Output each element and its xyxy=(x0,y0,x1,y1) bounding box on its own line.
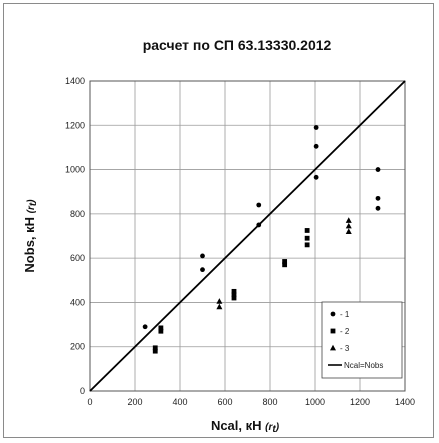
data-point-square xyxy=(152,345,158,351)
data-point-circle xyxy=(375,205,381,211)
data-point-circle xyxy=(313,174,319,180)
plot-border xyxy=(89,80,406,392)
x-tick-label: 1200 xyxy=(350,397,370,407)
y-tick-label: 0 xyxy=(80,386,85,396)
legend-symbol-triangle xyxy=(330,344,336,351)
data-point-triangle xyxy=(345,222,352,229)
data-point-circle xyxy=(256,202,262,208)
legend-label: Ncal=Nobs xyxy=(344,361,383,370)
x-tick-label: 1000 xyxy=(305,397,325,407)
legend-label: - 2 xyxy=(340,327,350,336)
legend-symbol-square xyxy=(330,328,336,334)
x-tick-label: 1400 xyxy=(395,397,415,407)
y-tick-label: 400 xyxy=(70,297,85,307)
legend-label: - 3 xyxy=(340,344,350,353)
x-tick-label: 800 xyxy=(262,397,277,407)
data-point-square xyxy=(304,242,310,248)
data-point-circle xyxy=(375,195,381,201)
x-tick-label: 200 xyxy=(127,397,142,407)
y-tick-label: 1200 xyxy=(65,120,85,130)
x-tick-label: 0 xyxy=(87,397,92,407)
reference-line xyxy=(89,80,406,392)
data-point-circle xyxy=(200,253,205,259)
y-tick-label: 1000 xyxy=(65,165,85,175)
data-point-circle xyxy=(313,143,319,149)
y-tick-label: 600 xyxy=(70,253,85,263)
y-tick-label: 800 xyxy=(70,209,85,219)
x-tick-label: 600 xyxy=(217,397,232,407)
data-point-circle xyxy=(200,267,205,273)
data-point-circle xyxy=(375,167,381,172)
data-point-circle xyxy=(142,324,148,330)
legend-label: - 1 xyxy=(340,310,350,319)
data-point-square xyxy=(231,288,237,294)
data-point-triangle xyxy=(345,228,352,234)
data-point-square xyxy=(231,295,237,301)
data-point-circle xyxy=(313,125,319,130)
data-point-triangle xyxy=(345,217,352,223)
chart-frame: расчет по СП 63.13330.2012 0 200 400 600 800… xyxy=(3,3,434,438)
data-point-square xyxy=(304,228,310,233)
chart-title: расчет по СП 63.13330.2012 xyxy=(143,37,332,53)
data-point-square xyxy=(304,235,310,241)
data-point-triangle xyxy=(216,298,223,304)
data-point-square xyxy=(158,325,164,331)
data-point-square xyxy=(231,292,237,298)
data-point-square xyxy=(282,259,288,264)
legend-symbol-circle xyxy=(330,311,336,317)
plot-area: 0 200 400 600 800 1000 1200 1400 0 200 400 600 800 10… xyxy=(65,76,415,407)
x-tick-label: 400 xyxy=(172,397,187,407)
data-point-square xyxy=(152,348,158,354)
data-point-square xyxy=(282,262,288,268)
y-tick-label: 200 xyxy=(70,342,85,352)
chart: расчет по СП 63.13330.2012 0 200 400 600 800… xyxy=(22,37,415,435)
data-point-square xyxy=(158,328,164,334)
data-point-circle xyxy=(256,222,262,228)
data-point-triangle xyxy=(216,303,223,310)
y-tick-label: 1400 xyxy=(65,76,85,86)
y-axis-label: Nobs, кН (rt) xyxy=(22,199,39,273)
x-axis-label: Ncal, кН (rt) xyxy=(211,418,280,435)
